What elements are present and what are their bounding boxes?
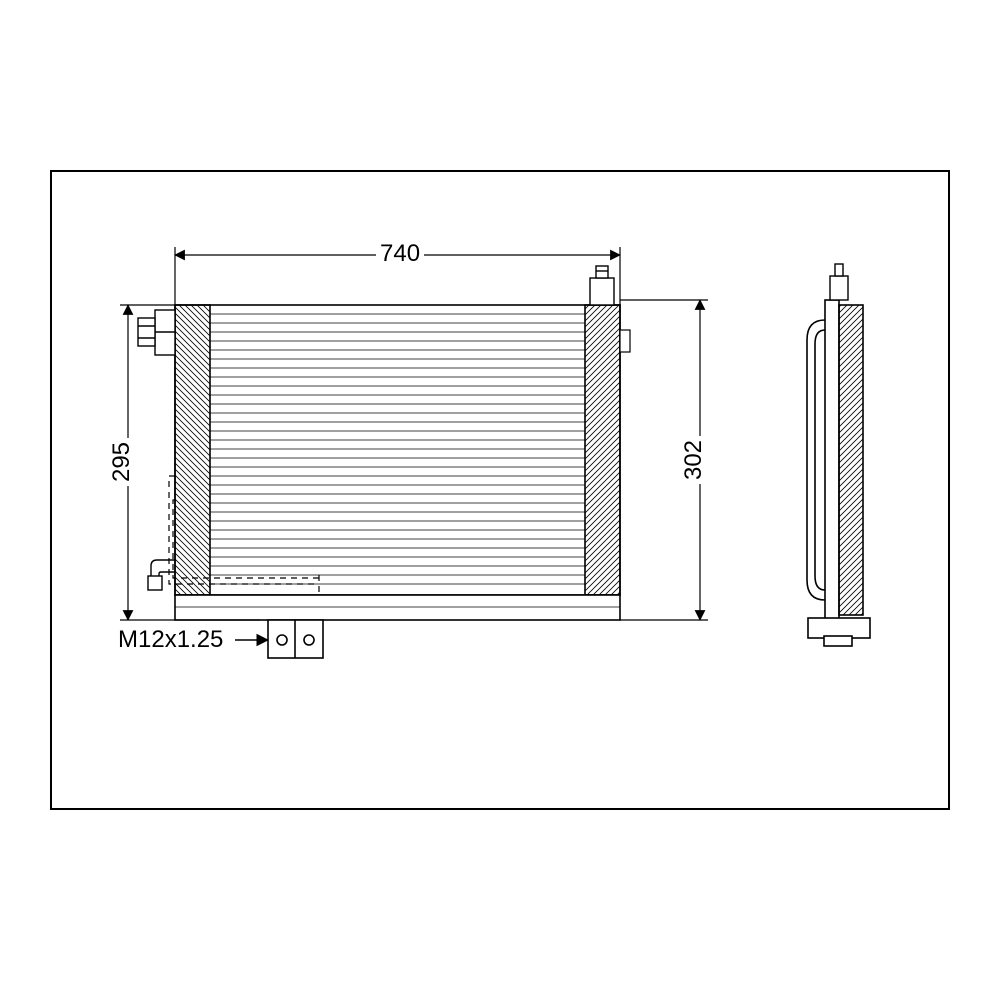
drawing-svg — [0, 0, 1000, 1000]
side-view — [807, 264, 870, 646]
canvas: 740 295 302 M12x1.25 — [0, 0, 1000, 1000]
thread-label: M12x1.25 — [118, 626, 223, 654]
main-view — [138, 266, 630, 658]
dim-height-left-label: 295 — [108, 438, 136, 486]
dim-height-right-label: 302 — [680, 436, 708, 484]
dim-width-label: 740 — [376, 240, 424, 268]
